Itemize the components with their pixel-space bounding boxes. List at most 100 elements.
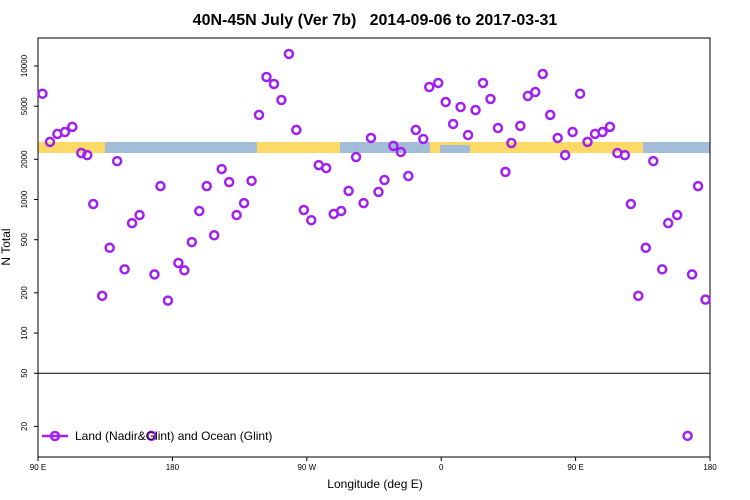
- point: [119, 264, 130, 275]
- point: [276, 94, 287, 106]
- land-band: [257, 142, 340, 153]
- point: [530, 86, 541, 98]
- point: [597, 126, 608, 138]
- point: [686, 269, 698, 280]
- point: [283, 48, 295, 60]
- point: [424, 81, 435, 93]
- point: [515, 120, 526, 132]
- point: [186, 236, 198, 248]
- point: [208, 230, 220, 241]
- point: [537, 68, 548, 80]
- point: [700, 294, 711, 305]
- x-tick-label: 0: [439, 463, 444, 472]
- point: [44, 136, 56, 148]
- legend-label: Land (Nadir&Glint) and Ocean (Glint): [75, 429, 272, 443]
- y-tick-label: 200: [20, 286, 29, 300]
- point: [388, 140, 399, 152]
- land-ocean-band: [38, 142, 710, 153]
- x-tick-label: 180: [166, 463, 180, 472]
- x-tick-label: 90 W: [297, 463, 316, 472]
- point: [432, 77, 444, 89]
- point: [500, 166, 511, 178]
- y-tick-label: 500: [20, 232, 29, 246]
- point: [37, 88, 48, 99]
- y-tick-label: 100: [20, 326, 29, 340]
- point: [552, 132, 563, 144]
- point: [604, 121, 616, 133]
- point: [365, 132, 377, 144]
- point: [82, 149, 93, 161]
- point: [462, 129, 474, 141]
- point: [410, 124, 422, 136]
- point: [455, 101, 466, 113]
- point: [246, 175, 257, 187]
- y-tick-label: 2000: [20, 150, 29, 168]
- point: [126, 217, 138, 229]
- land-band: [576, 142, 643, 153]
- legend-marker: [49, 430, 61, 442]
- point: [231, 209, 242, 221]
- point: [447, 118, 459, 130]
- point: [253, 109, 265, 121]
- point: [395, 146, 407, 158]
- point: [544, 109, 556, 121]
- plot-frame: [37, 37, 711, 458]
- point: [306, 214, 317, 226]
- point: [76, 147, 87, 159]
- point: [559, 149, 571, 161]
- point: [379, 174, 390, 186]
- point: [440, 96, 451, 108]
- point: [662, 217, 674, 229]
- point: [216, 163, 227, 175]
- point: [648, 155, 659, 167]
- x-tick-label: 180: [703, 463, 717, 472]
- point: [619, 149, 631, 161]
- point: [134, 209, 145, 221]
- y-axis-label: N Total: [0, 228, 13, 265]
- point: [149, 269, 160, 280]
- point: [403, 170, 414, 182]
- point: [640, 242, 652, 254]
- point: [343, 185, 354, 197]
- point: [335, 205, 347, 217]
- y-tick-label: 50: [20, 368, 29, 377]
- point: [358, 197, 369, 209]
- point: [268, 78, 280, 90]
- point: [179, 265, 190, 276]
- x-axis-label: Longitude (deg E): [327, 477, 422, 491]
- point: [67, 121, 78, 133]
- y-tick-label: 1000: [20, 190, 29, 208]
- point: [477, 77, 489, 89]
- y-tick-label: 5000: [20, 97, 29, 115]
- point: [682, 430, 693, 442]
- point: [146, 430, 157, 442]
- point: [506, 137, 517, 149]
- point: [59, 126, 71, 138]
- point: [111, 155, 123, 167]
- point: [418, 133, 429, 145]
- point: [625, 198, 637, 210]
- point: [96, 290, 108, 302]
- ocean-band: [440, 145, 470, 153]
- point: [88, 198, 99, 210]
- point: [485, 93, 496, 105]
- chart-title: 40N-45N July (Ver 7b) 2014-09-06 to 2017…: [193, 12, 558, 29]
- point: [373, 186, 384, 198]
- point: [567, 126, 578, 138]
- point: [692, 180, 704, 192]
- point: [582, 136, 593, 148]
- x-tick-label: 90 E: [567, 463, 583, 472]
- point: [350, 151, 362, 163]
- point: [201, 180, 212, 192]
- point: [656, 264, 668, 275]
- point: [671, 209, 683, 221]
- point: [522, 90, 534, 102]
- point: [223, 176, 235, 188]
- land-band: [38, 142, 105, 153]
- y-tick-label: 20: [20, 421, 29, 430]
- x-tick-label: 90 E: [30, 463, 46, 472]
- point: [320, 162, 332, 174]
- point: [173, 257, 184, 269]
- point: [298, 204, 310, 216]
